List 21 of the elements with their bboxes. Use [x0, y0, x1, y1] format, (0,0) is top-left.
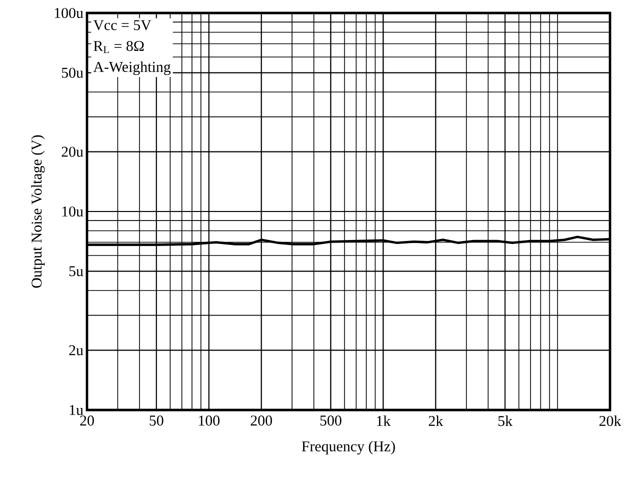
y-tick-label: 10u [62, 206, 84, 217]
y-tick-label: 2u [69, 345, 84, 356]
x-tick-label: 500 [320, 416, 342, 426]
annotation: A-Weighting [93, 61, 171, 76]
annotation: Vcc = 5V [93, 20, 152, 30]
x-tick-label: 5k [498, 416, 513, 426]
x-tick-label: 100 [198, 416, 220, 426]
y-tick-label: 100u [54, 8, 84, 18]
x-tick-label: 200 [250, 416, 272, 426]
y-tick-label: 1u [70, 405, 84, 415]
y-axis-title: Output Noise Voltage (V) [31, 135, 45, 288]
x-tick-label: 1k [377, 416, 391, 426]
y-tick-label: 5u [69, 266, 84, 276]
x-tick-label: 2k [428, 416, 444, 426]
x-tick-label: 50 [150, 416, 164, 426]
annotation: R$_{L}$ = 8Ω [94, 40, 144, 54]
x-tick-label: 20k [599, 416, 622, 426]
x-axis-title: Frequency (Hz) [302, 440, 395, 454]
y-tick-label: 20u [62, 146, 84, 157]
x-tick-label: 20 [80, 416, 94, 426]
y-tick-label: 50u [62, 68, 84, 78]
